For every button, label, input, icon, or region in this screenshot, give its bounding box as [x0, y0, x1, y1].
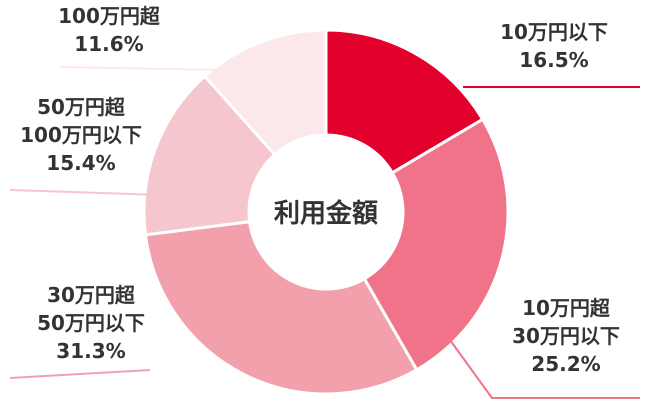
slice-label-3: 30万円超 50万円以下 31.3%: [37, 283, 145, 363]
slice-label-1: 10万円以下 16.5%: [500, 20, 608, 72]
slice-2: [362, 117, 510, 372]
slice-label-4: 50万円超 100万円以下 15.4%: [20, 95, 142, 175]
chart-title: 利用金額: [274, 198, 378, 229]
slice-label-3-line-2: 50万円以下: [37, 311, 145, 335]
slice-label-3-line-3: 31.3%: [56, 339, 125, 363]
leader-line-2: [449, 339, 640, 399]
slice-label-5: 100万円超 11.6%: [58, 4, 161, 56]
leader-line-4: [9, 189, 161, 196]
slice-labels: 10万円以下 16.5% 10万円超 30万円以下 25.2% 30万円超 50万円以下 31…: [20, 4, 620, 376]
slice-label-2-line-1: 10万円超: [522, 296, 611, 320]
slice-label-3-line-1: 30万円超: [47, 283, 136, 307]
slice-label-2-line-3: 25.2%: [531, 352, 600, 376]
slice-label-2: 10万円超 30万円以下 25.2%: [512, 296, 620, 376]
slice-4: [142, 74, 277, 237]
slice-label-5-line-2: 11.6%: [74, 32, 143, 56]
donut-slices: [142, 28, 510, 396]
slice-label-1-line-2: 16.5%: [519, 48, 588, 72]
leader-line-5: [59, 66, 223, 71]
slice-label-2-line-2: 30万円以下: [512, 324, 620, 348]
slice-3: [143, 219, 419, 396]
leader-lines: [9, 66, 640, 399]
slice-label-5-line-1: 100万円超: [58, 4, 161, 28]
leader-line-3: [9, 369, 151, 379]
slice-label-1-line-1: 10万円以下: [500, 20, 608, 44]
slice-label-4-line-3: 15.4%: [46, 151, 115, 175]
slice-label-4-line-1: 50万円超: [37, 95, 126, 119]
slice-label-4-line-2: 100万円以下: [20, 123, 142, 147]
slice-1: [324, 28, 485, 175]
slice-5: [202, 28, 328, 157]
